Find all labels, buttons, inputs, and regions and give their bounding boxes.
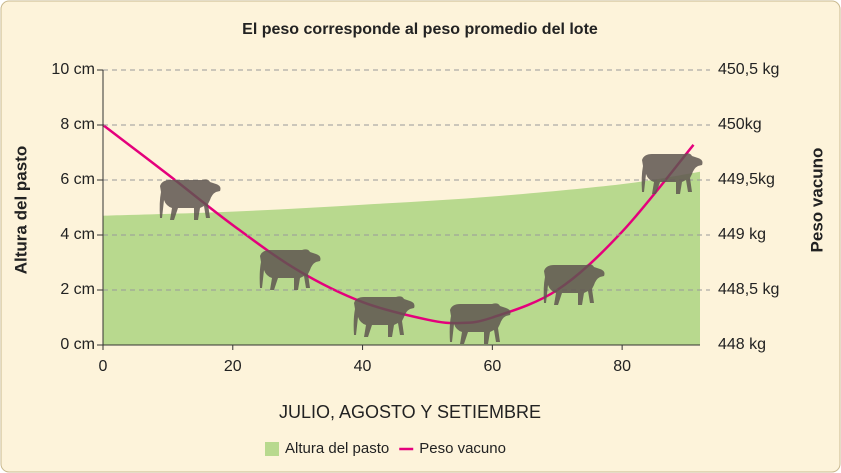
chart-title: El peso corresponde al peso promedio del… <box>242 21 598 38</box>
y2-tick-label: 448,5 kg <box>718 281 779 298</box>
y-tick-label: 4 cm <box>60 226 95 243</box>
y-tick-label: 2 cm <box>60 281 95 298</box>
x-tick-label: 80 <box>613 358 631 375</box>
y-tick-label: 6 cm <box>60 171 95 188</box>
area <box>103 171 700 345</box>
y2-tick-label: 450,5 kg <box>718 61 779 78</box>
x-tick-label: 20 <box>224 358 242 375</box>
y2-axis-label: Peso vacuno <box>807 148 826 253</box>
legend-swatch <box>265 442 279 456</box>
y-axis-label: Altura del pasto <box>11 146 30 274</box>
plot: 0 cm 2 cm 4 cm 6 cm 8 cm 10 cm 448 kg 448,5 kg 4… <box>51 61 779 375</box>
y2-tick-label: 450kg <box>718 116 762 133</box>
y2-tick-label: 449,5kg <box>718 171 775 188</box>
legend-label: Peso vacuno <box>419 440 506 457</box>
x-axis-label: JULIO, AGOSTO Y SETIEMBRE <box>279 402 541 422</box>
legend-label: Altura del pasto <box>285 440 389 457</box>
x-tick-label: 40 <box>354 358 372 375</box>
x-tick-label: 0 <box>99 358 108 375</box>
y2-tick-label: 449 kg <box>718 226 766 243</box>
y-tick-label: 10 cm <box>51 61 95 78</box>
y-tick-label: 8 cm <box>60 116 95 133</box>
legend: Altura del pasto Peso vacuno <box>265 440 506 457</box>
y-tick-label: 0 cm <box>60 336 95 353</box>
x-tick-label: 60 <box>483 358 501 375</box>
y2-tick-label: 448 kg <box>718 336 766 353</box>
